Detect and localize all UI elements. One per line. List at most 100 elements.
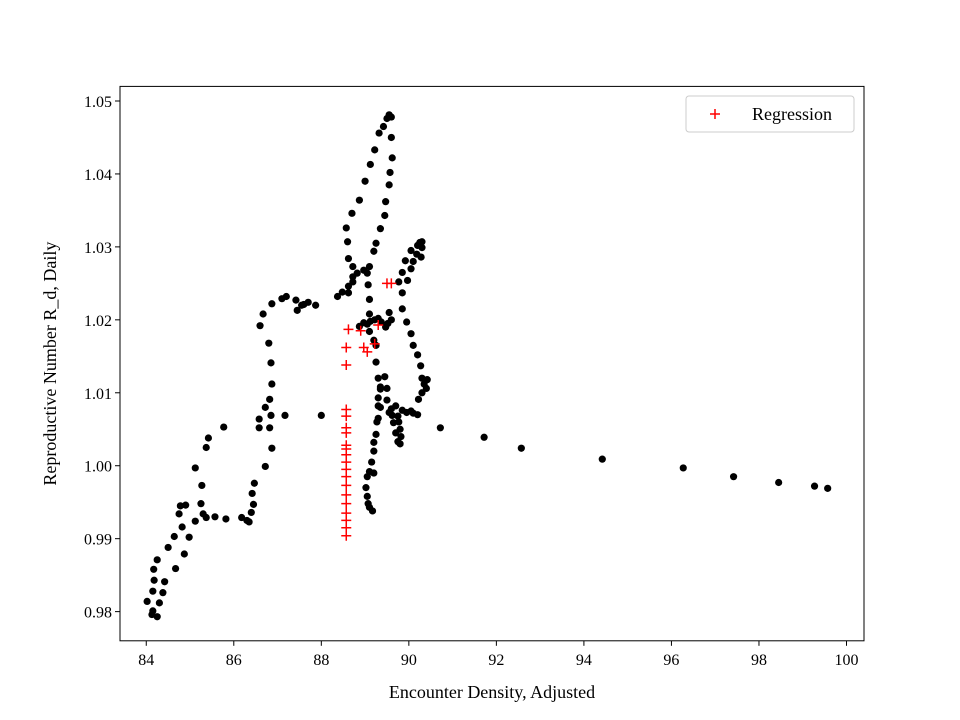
data-point [153, 613, 161, 621]
data-point [171, 564, 180, 573]
regression-point [341, 440, 352, 451]
y-axis-label: Reproductive Number R_d, Daily [40, 242, 60, 486]
data-point [267, 411, 275, 419]
regression-point [341, 360, 352, 371]
data-point [268, 380, 276, 388]
data-point [363, 492, 371, 500]
data-point [266, 424, 274, 432]
data-point [381, 211, 389, 220]
data-point [268, 300, 276, 308]
x-tick-label: 86 [226, 652, 242, 669]
data-point [370, 438, 378, 446]
data-point [191, 464, 199, 472]
x-tick-label: 84 [138, 652, 154, 669]
data-point [387, 133, 395, 142]
data-point [248, 489, 256, 498]
regression-point [343, 324, 354, 335]
data-point [255, 424, 263, 432]
regression-point [386, 278, 397, 289]
y-tick-label: 1.03 [84, 240, 112, 257]
data-point [388, 154, 396, 162]
data-point [389, 419, 398, 427]
data-point [364, 281, 372, 289]
data-point [436, 424, 444, 432]
plot-frame [119, 85, 865, 642]
regression-point [341, 342, 352, 353]
data-point [333, 292, 342, 301]
y-tick-label: 1.02 [84, 313, 112, 330]
data-point [418, 374, 426, 382]
y-axis: 0.98 0.99 1.00 1.01 1.02 1.03 1.04 1.05 [84, 94, 120, 622]
data-point [198, 481, 206, 490]
y-tick-label: 1.01 [84, 386, 112, 403]
data-point [344, 289, 353, 297]
data-point [259, 310, 267, 318]
data-point [371, 146, 379, 154]
data-point [382, 198, 390, 206]
data-point [197, 500, 205, 508]
data-point [363, 473, 371, 481]
data-point [143, 597, 151, 606]
data-point [365, 327, 374, 336]
regression-point [362, 346, 373, 357]
data-point [349, 262, 357, 271]
data-point [365, 295, 374, 304]
data-point [312, 301, 320, 309]
series-layer [143, 111, 832, 621]
x-tick-label: 88 [313, 652, 329, 669]
data-point [414, 351, 422, 359]
observed-series [143, 111, 832, 621]
data-point [245, 518, 253, 526]
data-point [375, 129, 383, 137]
data-point [170, 532, 178, 541]
data-point [372, 430, 380, 438]
x-tick-label: 90 [401, 652, 417, 669]
x-tick-label: 100 [834, 652, 858, 669]
data-point [480, 433, 488, 441]
data-point [366, 317, 374, 325]
data-point [202, 443, 210, 452]
data-point [418, 238, 426, 246]
data-point [256, 322, 264, 330]
data-point [266, 395, 274, 403]
data-point [394, 412, 402, 420]
data-point [180, 550, 188, 558]
data-point [317, 411, 325, 419]
data-point [365, 310, 374, 318]
data-point [374, 374, 382, 382]
data-point [247, 508, 255, 517]
data-point [824, 484, 832, 492]
data-point [407, 246, 415, 255]
data-point [398, 289, 406, 297]
data-point [381, 373, 389, 381]
data-point [387, 113, 395, 121]
data-point [370, 469, 378, 477]
data-point [164, 543, 172, 552]
data-point [368, 507, 377, 515]
data-point [343, 238, 352, 246]
data-point [265, 339, 273, 347]
data-point [401, 257, 409, 265]
data-point [383, 384, 391, 393]
data-point [149, 607, 157, 615]
data-point [159, 589, 167, 597]
data-point [396, 440, 404, 448]
data-point [366, 160, 374, 169]
y-tick-label: 0.98 [84, 605, 112, 622]
data-point [363, 269, 371, 277]
data-point [150, 576, 158, 584]
x-tick-label: 96 [663, 652, 679, 669]
data-point [342, 224, 350, 232]
data-point [155, 599, 163, 607]
data-point [149, 587, 157, 595]
data-point [374, 394, 382, 402]
data-point [249, 500, 258, 508]
data-point [403, 318, 411, 326]
data-point [268, 444, 276, 452]
legend-plus-icon [710, 109, 720, 119]
y-tick-label: 0.99 [84, 532, 112, 549]
data-point [353, 269, 361, 277]
data-point [191, 517, 199, 525]
regression-point [355, 325, 366, 336]
